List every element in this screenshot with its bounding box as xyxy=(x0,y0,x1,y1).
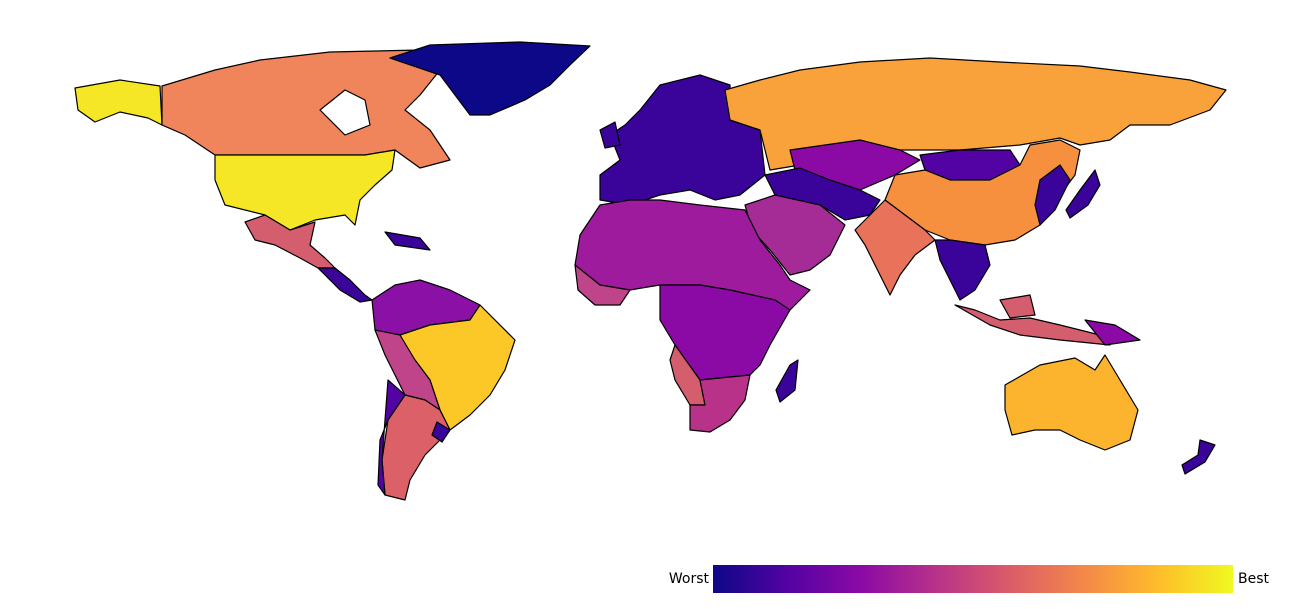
legend-high-label: Best xyxy=(1238,571,1270,587)
country xyxy=(1065,169,1101,219)
country xyxy=(161,49,451,169)
country xyxy=(775,359,799,403)
country xyxy=(384,231,431,251)
color-legend: Worst Best xyxy=(669,565,1270,593)
country xyxy=(599,74,766,206)
color-bar xyxy=(713,565,1233,593)
country xyxy=(744,194,846,276)
country xyxy=(689,374,751,433)
country xyxy=(574,264,631,306)
country xyxy=(244,214,336,269)
world-map xyxy=(74,41,1227,501)
country xyxy=(317,267,373,303)
country xyxy=(377,379,406,496)
country xyxy=(999,294,1036,319)
country xyxy=(854,199,936,296)
country xyxy=(74,79,163,126)
country xyxy=(431,421,451,443)
country xyxy=(389,41,591,116)
country xyxy=(1004,354,1139,451)
country xyxy=(1084,319,1141,346)
country xyxy=(1181,439,1216,475)
country xyxy=(1034,164,1071,226)
country xyxy=(319,89,371,136)
country xyxy=(599,121,621,149)
legend-low-label: Worst xyxy=(669,571,710,587)
country xyxy=(934,239,991,301)
country xyxy=(214,149,396,231)
country xyxy=(659,284,791,381)
